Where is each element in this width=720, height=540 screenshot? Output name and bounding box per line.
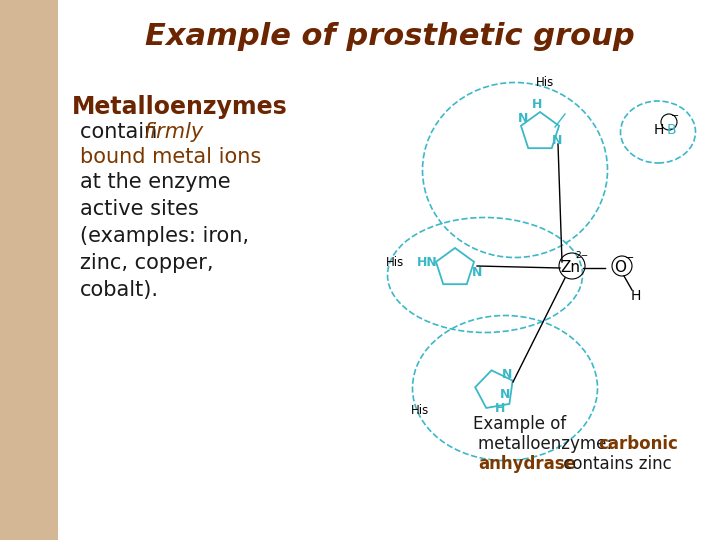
FancyBboxPatch shape	[0, 0, 58, 540]
Text: bound metal ions: bound metal ions	[80, 147, 261, 167]
Text: N: N	[472, 267, 482, 280]
Text: B: B	[666, 123, 676, 137]
Text: 2−: 2−	[575, 252, 588, 260]
Text: H: H	[654, 123, 664, 137]
Text: Zn: Zn	[560, 260, 580, 275]
Text: HN: HN	[417, 256, 437, 269]
Text: contain: contain	[80, 122, 164, 142]
Text: His: His	[536, 76, 554, 89]
Text: H: H	[631, 289, 642, 303]
Text: His: His	[411, 403, 429, 416]
Text: His: His	[386, 255, 404, 268]
Text: firmly: firmly	[144, 122, 204, 142]
Text: Metalloenzymes: Metalloenzymes	[72, 95, 288, 119]
Text: Example of prosthetic group: Example of prosthetic group	[145, 22, 635, 51]
Text: N: N	[518, 111, 528, 125]
Text: N: N	[500, 388, 510, 402]
Text: anhydrase: anhydrase	[478, 455, 576, 473]
Text: O: O	[614, 260, 626, 275]
Text: contains zinc: contains zinc	[558, 455, 672, 473]
Text: metalloenzyme:: metalloenzyme:	[478, 435, 617, 453]
Text: (examples: iron,: (examples: iron,	[80, 226, 249, 246]
Text: cobalt).: cobalt).	[80, 280, 159, 300]
Text: active sites: active sites	[80, 199, 199, 219]
Text: H: H	[495, 402, 505, 415]
Text: −: −	[625, 253, 635, 263]
Text: H: H	[532, 98, 542, 111]
Text: carbonic: carbonic	[598, 435, 678, 453]
Text: −: −	[671, 111, 679, 121]
Text: at the enzyme: at the enzyme	[80, 172, 230, 192]
Text: zinc, copper,: zinc, copper,	[80, 253, 214, 273]
Text: N: N	[502, 368, 512, 381]
Text: Example of: Example of	[473, 415, 567, 433]
Text: N: N	[552, 133, 562, 146]
